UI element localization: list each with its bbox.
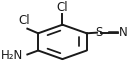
Text: H₂N: H₂N — [1, 49, 23, 62]
Text: S: S — [95, 26, 102, 39]
Text: N: N — [119, 26, 128, 39]
Text: Cl: Cl — [18, 14, 30, 27]
Text: Cl: Cl — [57, 1, 68, 14]
